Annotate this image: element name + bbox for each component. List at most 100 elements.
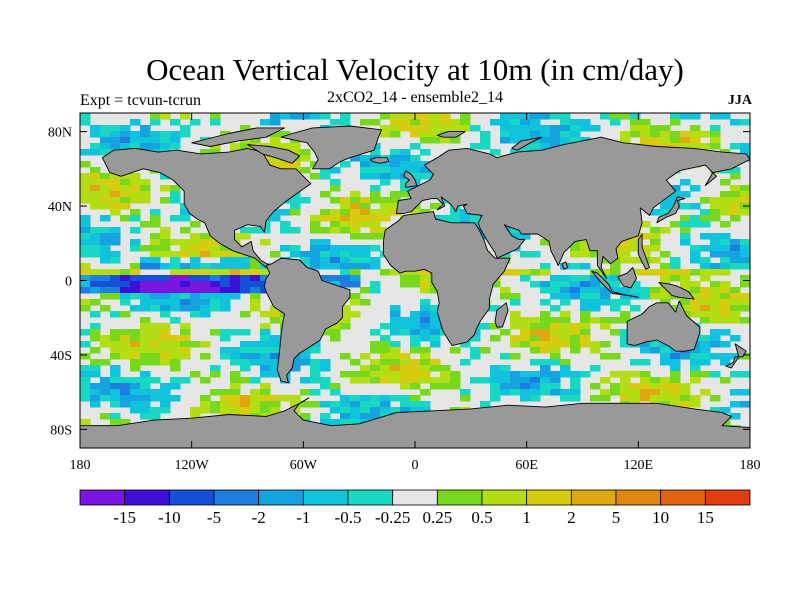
field-cell <box>240 275 251 282</box>
field-cell <box>680 275 691 282</box>
field-cell <box>230 263 241 270</box>
field-cell <box>370 191 381 198</box>
field-cell <box>100 383 111 390</box>
field-cell <box>310 173 321 180</box>
field-cell <box>510 269 521 276</box>
field-cell <box>100 257 111 264</box>
field-cell <box>350 263 361 270</box>
field-cell <box>630 359 641 366</box>
field-cell <box>400 395 411 402</box>
field-cell <box>110 371 121 378</box>
field-cell <box>480 131 491 138</box>
field-cell <box>510 341 521 348</box>
field-cell <box>140 191 151 198</box>
field-cell <box>600 377 611 384</box>
field-cell <box>370 365 381 372</box>
field-cell <box>710 287 721 294</box>
field-cell <box>710 281 721 288</box>
field-cell <box>130 119 141 126</box>
field-cell <box>530 143 541 150</box>
field-cell <box>580 263 591 270</box>
field-cell <box>740 281 751 288</box>
field-cell <box>730 197 741 204</box>
field-cell <box>690 371 701 378</box>
field-cell <box>540 131 551 138</box>
field-cell <box>630 287 641 294</box>
field-cell <box>160 347 171 354</box>
field-cell <box>550 113 561 120</box>
field-cell <box>90 173 101 180</box>
field-cell <box>600 353 611 360</box>
field-cell <box>130 287 141 294</box>
field-cell <box>170 197 181 204</box>
field-cell <box>280 227 291 234</box>
field-cell <box>710 143 721 150</box>
field-cell <box>350 209 361 216</box>
field-cell <box>350 251 361 258</box>
field-cell <box>540 125 551 132</box>
field-cell <box>340 269 351 276</box>
field-cell <box>110 227 121 234</box>
field-cell <box>320 383 331 390</box>
field-cell <box>360 215 371 222</box>
field-cell <box>120 353 131 360</box>
field-cell <box>390 347 401 354</box>
field-cell <box>620 389 631 396</box>
field-cell <box>110 131 121 138</box>
field-cell <box>540 269 551 276</box>
field-cell <box>680 383 691 390</box>
field-cell <box>360 197 371 204</box>
field-cell <box>730 203 741 210</box>
field-cell <box>350 281 361 288</box>
field-cell <box>660 293 671 300</box>
field-cell <box>430 119 441 126</box>
colorbar-label: 5 <box>612 508 621 527</box>
field-cell <box>580 329 591 336</box>
field-cell <box>510 125 521 132</box>
field-cell <box>330 419 341 426</box>
field-cell <box>560 281 571 288</box>
field-cell <box>200 401 211 408</box>
field-cell <box>620 377 631 384</box>
field-cell <box>110 251 121 258</box>
field-cell <box>90 251 101 258</box>
field-cell <box>510 113 521 120</box>
field-cell <box>670 113 681 120</box>
field-cell <box>140 377 151 384</box>
field-cell <box>390 161 401 168</box>
field-cell <box>360 161 371 168</box>
field-cell <box>330 167 341 174</box>
field-cell <box>680 179 691 186</box>
field-cell <box>590 305 601 312</box>
field-cell <box>170 383 181 390</box>
field-cell <box>710 233 721 240</box>
field-cell <box>320 173 331 180</box>
field-cell <box>120 383 131 390</box>
field-cell <box>680 233 691 240</box>
field-cell <box>470 353 481 360</box>
field-cell <box>140 137 151 144</box>
field-cell <box>90 371 101 378</box>
field-cell <box>250 287 261 294</box>
field-cell <box>370 233 381 240</box>
field-cell <box>170 263 181 270</box>
field-cell <box>700 221 711 228</box>
field-cell <box>470 143 481 150</box>
field-cell <box>340 161 351 168</box>
field-cell <box>380 209 391 216</box>
field-cell <box>220 293 231 300</box>
field-cell <box>140 305 151 312</box>
field-cell <box>170 347 181 354</box>
field-cell <box>80 353 91 360</box>
field-cell <box>80 419 91 426</box>
field-cell <box>110 401 121 408</box>
field-cell <box>370 287 381 294</box>
field-cell <box>240 227 251 234</box>
field-cell <box>420 347 431 354</box>
field-cell <box>80 269 91 276</box>
field-cell <box>180 113 191 120</box>
field-cell <box>340 119 351 126</box>
field-cell <box>120 191 131 198</box>
field-cell <box>350 257 361 264</box>
field-cell <box>520 335 531 342</box>
